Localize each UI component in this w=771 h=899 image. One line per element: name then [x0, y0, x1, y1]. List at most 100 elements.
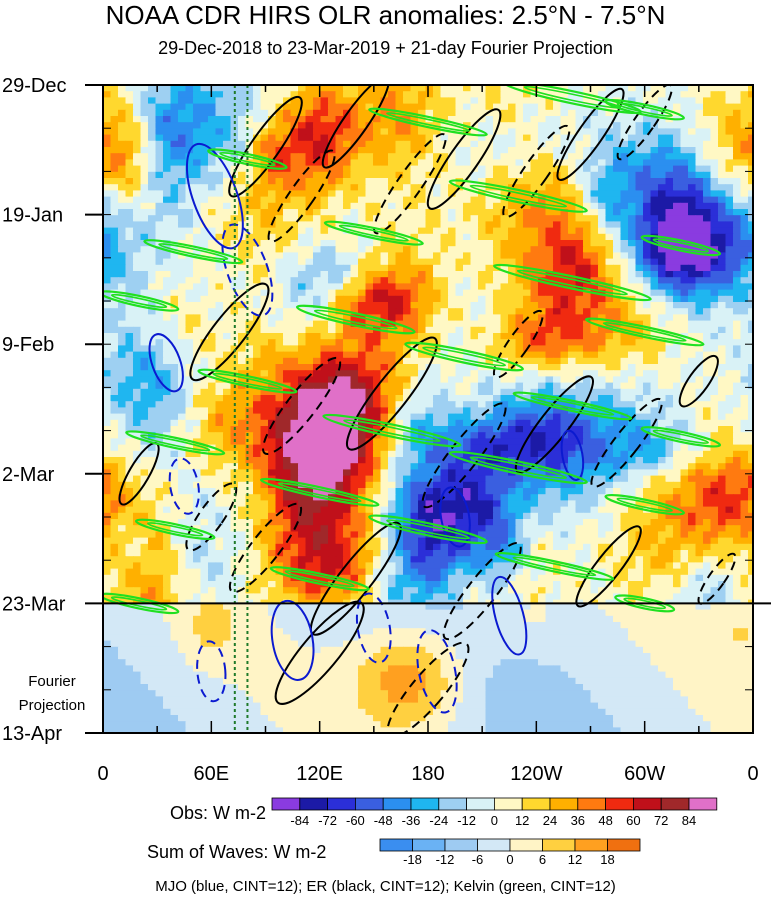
obs-cell: [103, 202, 112, 210]
obs-cell: [283, 326, 292, 334]
obs-cell: [605, 364, 614, 371]
obs-cell: [545, 376, 554, 384]
obs-cell: [695, 153, 704, 160]
obs-cell: [380, 258, 389, 266]
obs-cell: [185, 357, 194, 365]
obs-cell: [103, 134, 112, 142]
obs-cell: [500, 277, 509, 284]
obs-cell: [133, 184, 142, 191]
obs-cell: [440, 401, 449, 408]
obs-cell: [523, 190, 532, 198]
obs-cell: [680, 202, 689, 210]
obs-cell: [493, 227, 502, 235]
obs-cell: [650, 252, 659, 260]
obs-cell: [568, 289, 577, 297]
obs-cell: [253, 339, 262, 346]
obs-cell: [358, 302, 367, 309]
obs-cell: [538, 419, 547, 427]
obs-cell: [155, 140, 164, 148]
obs-cell: [185, 128, 194, 136]
obs-cell: [253, 116, 262, 123]
obs-cell: [665, 215, 674, 222]
obs-cell: [328, 122, 337, 129]
obs-cell: [598, 159, 607, 167]
obs-cell: [103, 165, 112, 173]
obs-cell: [155, 345, 164, 353]
obs-cell: [500, 209, 509, 216]
obs-cell: [193, 109, 202, 117]
obs-cell: [395, 153, 404, 160]
obs-cell: [673, 289, 682, 297]
obs-cell: [470, 196, 479, 204]
obs-cell: [118, 209, 127, 216]
obs-cell: [748, 153, 753, 160]
obs-cell: [365, 283, 374, 291]
obs-cell: [268, 345, 277, 353]
obs-cell: [575, 264, 584, 272]
obs-cell: [358, 283, 367, 291]
obs-cell: [440, 147, 449, 154]
obs-cell: [148, 345, 157, 353]
obs-cell: [253, 426, 262, 433]
obs-cell: [530, 85, 539, 92]
obs-cell: [313, 357, 322, 365]
obs-cell: [418, 109, 427, 117]
obs-cell: [620, 339, 629, 346]
obs-cell: [215, 159, 224, 167]
obs-cell: [538, 258, 547, 266]
obs-cell: [275, 333, 284, 340]
obs-cell: [725, 252, 734, 260]
obs-cell: [493, 395, 502, 402]
obs-cell: [658, 413, 667, 421]
obs-cell: [455, 289, 464, 297]
obs-cell: [658, 122, 667, 129]
obs-cell: [695, 190, 704, 198]
obs-cell: [748, 122, 753, 129]
obs-cell: [710, 159, 719, 167]
obs-cell: [335, 357, 344, 365]
obs-cell: [275, 302, 284, 309]
obs-cell: [553, 258, 562, 266]
obs-cell: [298, 140, 307, 148]
obs-cell: [268, 271, 277, 278]
obs-cell: [185, 116, 194, 123]
obs-cell: [493, 289, 502, 297]
obs-cell: [553, 364, 562, 371]
obs-cell: [605, 233, 614, 241]
obs-cell: [530, 407, 539, 415]
obs-cell: [628, 91, 637, 98]
obs-cell: [448, 171, 457, 179]
obs-cell: [568, 159, 577, 167]
obs-cell: [598, 333, 607, 340]
obs-cell: [215, 209, 224, 216]
obs-cell: [478, 184, 487, 191]
obs-cell: [470, 401, 479, 408]
obs-cell: [538, 376, 547, 384]
obs-cell: [103, 339, 112, 346]
obs-cell: [748, 407, 753, 415]
obs-cell: [245, 178, 254, 185]
obs-cell: [350, 388, 359, 396]
obs-cell: [155, 401, 164, 408]
obs-cell: [358, 345, 367, 353]
obs-cell: [538, 370, 547, 377]
obs-cell: [463, 302, 472, 309]
obs-cell: [305, 109, 314, 117]
obs-cell: [523, 116, 532, 123]
obs-cell: [163, 221, 172, 229]
obs-cell: [343, 202, 352, 210]
obs-cell: [170, 314, 179, 322]
obs-cell: [320, 320, 329, 328]
obs-cell: [373, 376, 382, 384]
obs-cell: [343, 122, 352, 129]
obs-cell: [433, 314, 442, 322]
obs-cell: [290, 209, 299, 216]
obs-cell: [635, 407, 644, 415]
obs-cell: [470, 227, 479, 235]
obs-cell: [748, 140, 753, 148]
obs-cell: [590, 109, 599, 117]
obs-cell: [260, 153, 269, 160]
obs-cell: [388, 320, 397, 328]
obs-cell: [238, 202, 247, 210]
obs-cell: [118, 227, 127, 235]
